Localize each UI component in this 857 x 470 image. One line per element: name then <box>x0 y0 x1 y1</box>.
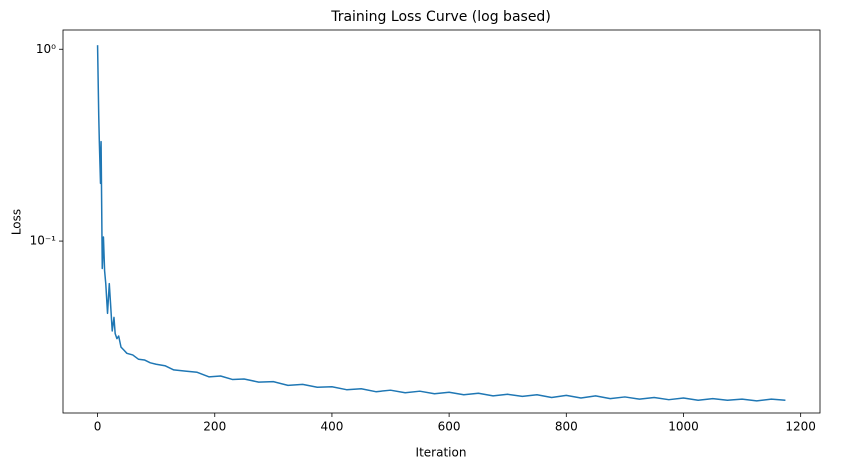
x-tick-label: 1200 <box>785 420 816 434</box>
x-tick-label: 1000 <box>668 420 699 434</box>
x-tick-label: 400 <box>320 420 343 434</box>
chart-title: Training Loss Curve (log based) <box>330 9 551 25</box>
y-axis-label: Loss <box>10 209 24 235</box>
x-axis-label: Iteration <box>416 446 467 460</box>
plot-frame <box>62 29 821 414</box>
y-tick-label: 10⁰ <box>36 42 56 56</box>
x-tick-label: 800 <box>555 420 578 434</box>
y-tick-label: 10⁻¹ <box>30 234 57 248</box>
x-tick-label: 600 <box>438 420 461 434</box>
x-tick-label: 200 <box>203 420 226 434</box>
x-tick-label: 0 <box>94 420 102 434</box>
loss-line <box>96 45 786 402</box>
